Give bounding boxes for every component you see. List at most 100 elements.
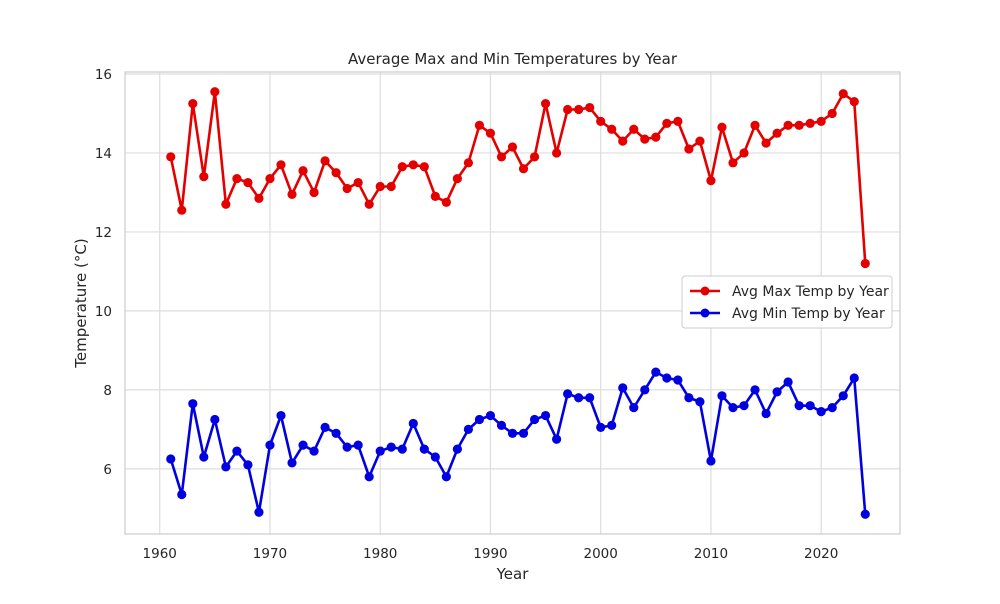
data-point-max	[353, 177, 363, 188]
data-point-max	[695, 136, 705, 146]
x-tick-label: 2010	[694, 546, 728, 562]
data-point-min	[331, 428, 341, 438]
data-point-max	[441, 197, 451, 207]
data-point-max	[188, 98, 198, 109]
data-point-min	[419, 444, 429, 454]
y-tick-label: 16	[95, 67, 112, 83]
data-point-max	[331, 168, 341, 178]
data-point-min	[849, 373, 859, 383]
data-point-min	[221, 462, 231, 472]
data-point-min	[827, 403, 837, 413]
y-axis-label: Temperature (°C)	[72, 238, 90, 368]
data-point-max	[772, 128, 782, 138]
data-point-max	[607, 124, 617, 134]
data-point-max	[287, 189, 297, 200]
data-point-min	[706, 456, 716, 466]
data-point-max	[386, 181, 396, 192]
x-axis-label: Year	[496, 565, 530, 583]
data-point-min	[596, 422, 606, 432]
data-point-min	[408, 418, 418, 429]
data-point-max	[662, 118, 672, 128]
data-point-min	[662, 373, 672, 383]
data-point-max	[827, 108, 837, 119]
data-point-min	[177, 489, 187, 500]
data-point-max	[452, 174, 462, 184]
data-point-min	[188, 399, 198, 409]
data-point-min	[783, 377, 793, 387]
data-point-max	[783, 120, 793, 130]
data-point-max	[717, 122, 727, 132]
legend-box	[681, 275, 893, 329]
data-point-max	[375, 181, 385, 192]
data-point-max	[419, 162, 429, 172]
data-point-max	[805, 118, 815, 128]
data-point-max	[728, 158, 738, 168]
data-point-min	[684, 393, 694, 403]
data-point-min	[287, 458, 297, 468]
data-point-max	[849, 97, 859, 107]
data-point-max	[364, 199, 374, 209]
data-point-min	[485, 410, 496, 421]
data-point-max	[408, 160, 418, 170]
legend-label-max: Avg Max Temp by Year	[732, 284, 889, 300]
data-point-min	[298, 440, 308, 450]
data-point-max	[684, 144, 694, 154]
data-point-max	[540, 98, 551, 109]
data-point-max	[463, 158, 473, 168]
data-point-min	[529, 414, 540, 425]
data-point-max	[166, 152, 176, 162]
data-point-max	[563, 104, 573, 115]
data-point-max	[342, 183, 352, 194]
y-tick-label: 12	[95, 225, 112, 241]
data-point-max	[320, 156, 330, 166]
data-point-min	[717, 391, 727, 401]
data-point-max	[794, 120, 804, 130]
data-point-max	[254, 193, 264, 203]
data-point-max	[232, 174, 242, 184]
data-point-min	[342, 442, 352, 452]
y-tick-label: 8	[103, 383, 112, 399]
series-line-max	[169, 90, 867, 264]
data-point-max	[640, 134, 650, 144]
data-point-min	[695, 397, 705, 407]
y-tick-label: 6	[103, 462, 112, 478]
data-point-max	[706, 175, 716, 186]
data-point-max	[221, 199, 231, 209]
data-point-min	[805, 401, 815, 411]
data-point-min	[518, 428, 529, 438]
legend: Avg Max Temp by Year Avg Min Temp by Yea…	[681, 275, 893, 329]
data-point-min	[585, 393, 595, 403]
data-point-max	[529, 152, 540, 162]
data-point-min	[474, 414, 485, 425]
data-point-min	[607, 420, 617, 431]
data-point-min	[618, 383, 628, 393]
data-point-min	[441, 472, 451, 482]
data-point-min	[232, 446, 242, 456]
data-point-min	[629, 403, 639, 413]
data-point-min	[353, 440, 363, 450]
plot-area-frame	[124, 71, 901, 535]
series-lines	[166, 87, 870, 519]
chart-title: Average Max and Min Temperatures by Year	[348, 50, 678, 68]
x-tick-label: 1980	[363, 546, 397, 562]
data-point-max	[816, 116, 826, 126]
data-point-min	[860, 509, 870, 519]
data-point-min	[276, 410, 286, 421]
data-point-min	[375, 446, 385, 456]
data-point-min	[452, 444, 462, 454]
data-point-min	[563, 389, 573, 399]
data-point-max	[276, 160, 286, 170]
data-point-min	[574, 393, 584, 403]
y-tick-label: 14	[95, 146, 112, 162]
data-point-min	[199, 452, 209, 462]
data-point-min	[728, 403, 738, 413]
data-point-min	[507, 428, 518, 438]
data-point-max	[739, 148, 749, 158]
axis-ticks: 1960 1970 1980 1990 2000 2010 2020 6 8 10 12 14 16	[95, 67, 839, 562]
legend-marker-min	[700, 308, 710, 318]
data-point-min	[309, 446, 319, 456]
data-point-max	[243, 177, 253, 188]
legend-marker-max	[700, 286, 710, 296]
data-point-max	[585, 102, 595, 113]
